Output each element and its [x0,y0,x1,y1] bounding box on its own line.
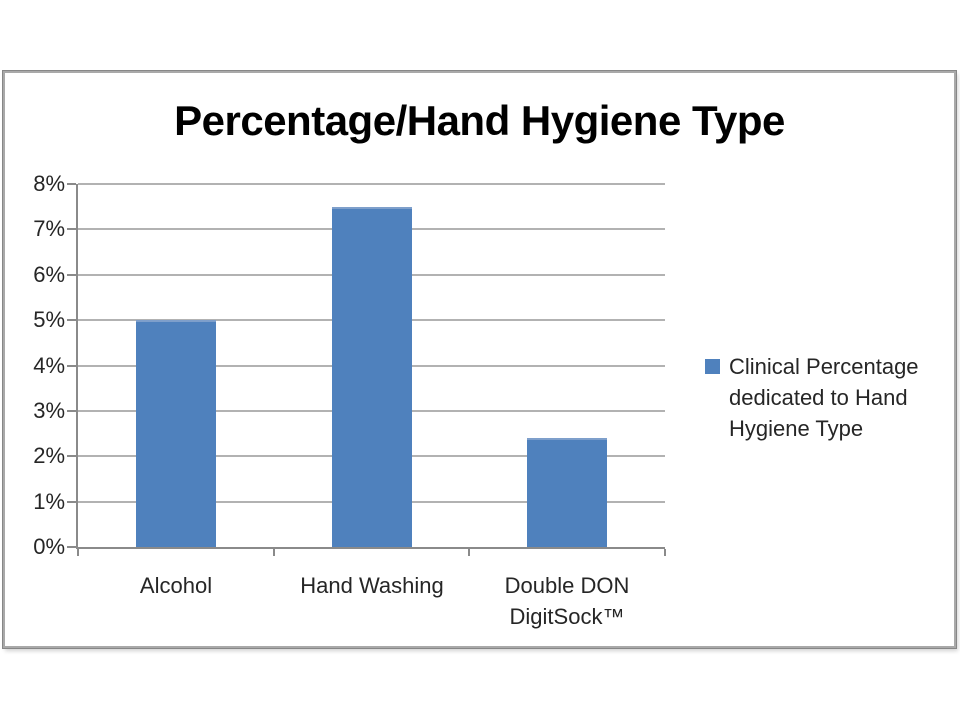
y-tick [67,273,76,276]
y-tick [67,409,76,412]
y-tick [67,546,76,548]
bar [332,207,412,547]
bar [527,438,607,547]
y-tick-label: 0% [33,534,65,559]
y-tick [67,183,76,185]
chart-title: Percentage/Hand Hygiene Type [174,97,785,144]
y-tick-label: 4% [33,352,65,378]
x-tick [664,549,666,556]
y-tick-label: 7% [33,216,65,242]
y-tick-label: 8% [33,171,65,196]
y-tick-label: 6% [33,261,65,287]
legend-label: Clinical Percentage dedicated to Hand Hy… [729,354,919,441]
y-tick-label: 1% [33,488,65,514]
x-axis-label: Hand Washing [300,573,444,598]
x-axis-label: Alcohol [139,573,213,598]
legend: Clinical Percentage dedicated to Hand Hy… [705,351,944,444]
x-tick [468,549,470,556]
y-tick-label: 5% [33,307,65,333]
y-tick [67,364,76,367]
plot-area [76,183,665,549]
x-axis-label: Double DON DigitSock™ [504,573,630,629]
y-tick [67,228,76,231]
y-tick [67,500,76,503]
legend-swatch-icon [705,359,720,374]
x-tick [273,549,275,556]
y-tick-label: 2% [33,443,65,469]
y-tick [67,319,76,322]
x-tick [77,549,79,556]
y-tick [67,455,76,458]
bar [136,320,216,547]
y-tick-label: 3% [33,397,65,423]
chart-frame: Percentage/Hand Hygiene Type Clinical Pe… [2,70,957,649]
gridline [78,183,665,185]
